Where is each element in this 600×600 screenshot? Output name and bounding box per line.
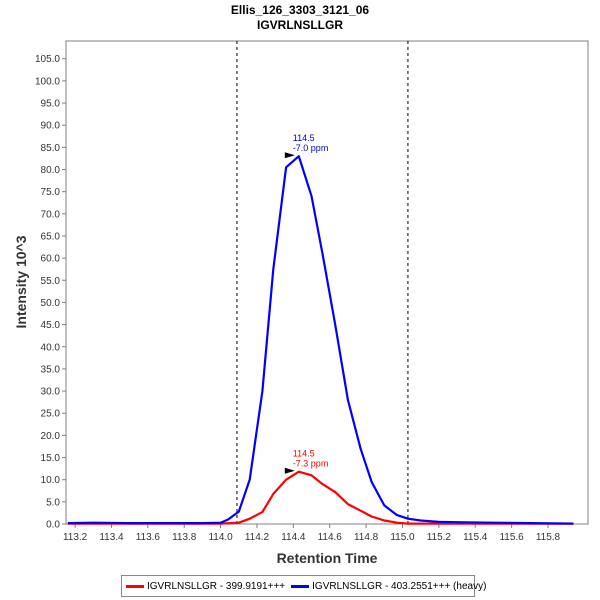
- y-tick-label: 5.0: [46, 497, 60, 508]
- y-tick-label: 25.0: [41, 409, 61, 420]
- y-tick-label: 105.0: [35, 54, 60, 65]
- y-tick-label: 85.0: [41, 143, 61, 154]
- x-tick-label: 114.2: [245, 532, 270, 543]
- legend-swatch: [291, 584, 310, 588]
- x-tick-label: 115.8: [536, 532, 561, 543]
- x-tick-label: 113.2: [63, 532, 88, 543]
- x-tick-label: 113.6: [136, 532, 161, 543]
- legend-item: IGVRLNSLLGR - 403.2551+++ (heavy): [291, 581, 486, 592]
- x-axis: 113.2 113.4 113.6 113.8 114.0 114.2 114.4 114.6…: [63, 524, 561, 543]
- y-tick-label: 55.0: [41, 276, 61, 287]
- legend-swatch: [126, 584, 144, 588]
- x-axis-label: Retention Time: [277, 550, 378, 566]
- x-tick-label: 113.8: [172, 532, 197, 543]
- y-tick-label: 70.0: [41, 209, 61, 220]
- y-tick-label: 15.0: [41, 453, 61, 464]
- series-line-1: [67, 155, 574, 525]
- y-tick-label: 90.0: [41, 121, 61, 132]
- integration-boundaries: [236, 41, 409, 524]
- peak-annotation-text: 114.5: [293, 133, 315, 143]
- x-tick-label: 114.4: [281, 532, 306, 543]
- y-tick-label: 35.0: [41, 364, 61, 375]
- y-tick-label: 60.0: [41, 254, 61, 265]
- y-tick-label: 30.0: [41, 387, 61, 398]
- chart-legend: IGVRLNSLLGR - 399.9191+++ IGVRLNSLLGR - 4…: [121, 575, 486, 597]
- x-tick-label: 114.0: [208, 532, 233, 543]
- y-axis: 0.0 5.0 10.0 15.0 20.0 25.0 30.0 35.0 40.0 45.0 50…: [35, 54, 66, 531]
- legend-label: IGVRLNSLLGR - 403.2551+++ (heavy): [312, 580, 487, 592]
- y-tick-label: 20.0: [41, 431, 61, 442]
- peak-annotation-text: -7.0 ppm: [293, 143, 329, 153]
- y-tick-label: 100.0: [35, 76, 60, 87]
- x-tick-label: 115.4: [463, 532, 488, 543]
- x-tick-label: 115.0: [390, 532, 415, 543]
- y-tick-label: 80.0: [41, 165, 61, 176]
- y-tick-label: 45.0: [41, 320, 61, 331]
- x-tick-label: 113.4: [99, 532, 124, 543]
- chart-subtitle: IGVRLNSLLGR: [257, 18, 343, 32]
- chart-title: Ellis_126_3303_3121_06: [231, 3, 369, 17]
- y-tick-label: 10.0: [41, 475, 61, 486]
- legend-item: IGVRLNSLLGR - 399.9191+++: [126, 581, 285, 592]
- y-tick-label: 40.0: [41, 342, 61, 353]
- peak-marker: [284, 152, 295, 159]
- series-layer: [67, 155, 574, 525]
- legend-label: IGVRLNSLLGR - 399.9191+++: [147, 580, 286, 592]
- y-tick-label: 95.0: [41, 99, 61, 110]
- x-tick-label: 115.2: [427, 532, 452, 543]
- y-axis-label: Intensity 10^3: [13, 235, 29, 328]
- x-tick-label: 114.6: [318, 532, 343, 543]
- peak-annotation-text: 114.5: [293, 449, 315, 459]
- y-tick-label: 75.0: [41, 187, 61, 198]
- y-tick-label: 0.0: [46, 520, 60, 531]
- x-tick-label: 114.8: [354, 532, 379, 543]
- peak-marker: [284, 467, 295, 474]
- y-tick-label: 50.0: [41, 298, 61, 309]
- y-tick-label: 65.0: [41, 231, 61, 242]
- peak-annotation-text: -7.3 ppm: [293, 459, 329, 469]
- x-tick-label: 115.6: [499, 532, 524, 543]
